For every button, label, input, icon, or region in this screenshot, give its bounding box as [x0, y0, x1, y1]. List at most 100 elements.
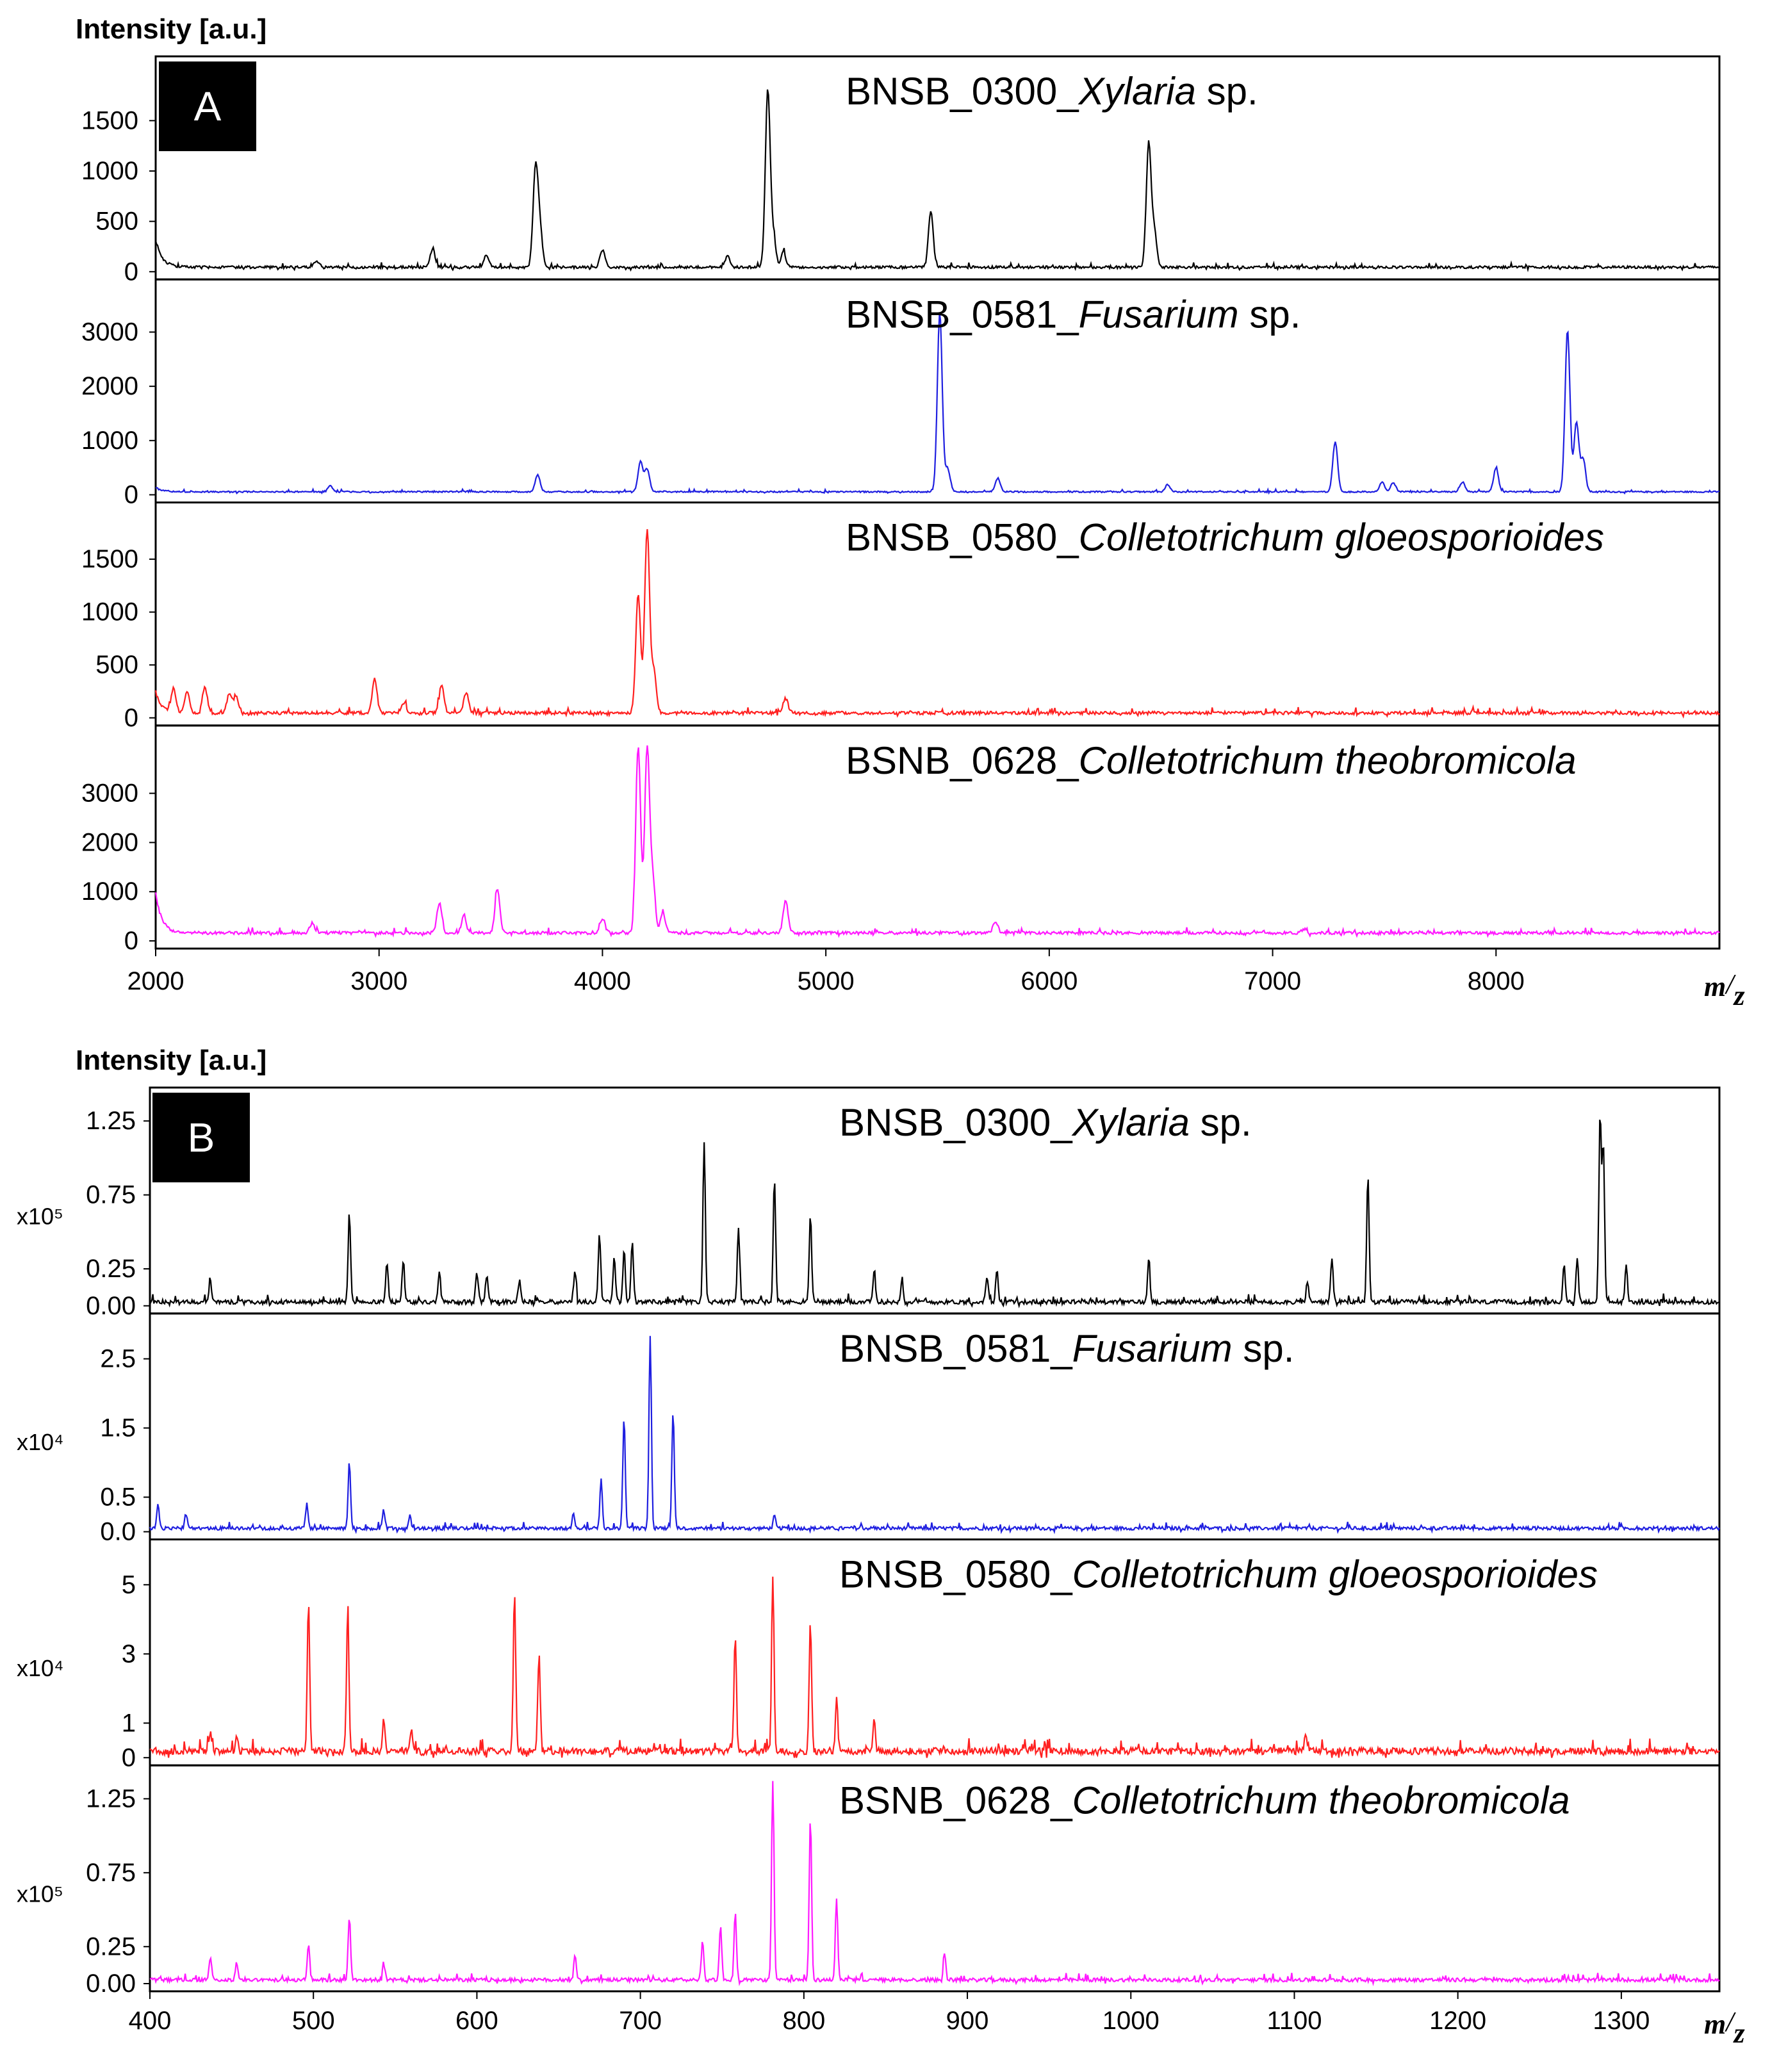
y-tick-label: 0 [122, 1743, 136, 1772]
y-tick-label: 1000 [81, 427, 138, 455]
x-axis-unit-m: m [1704, 2009, 1726, 2040]
spectrum-title-prefix: BNSB_0580_ [839, 1553, 1073, 1596]
spectrum-3: 0 1000 2000 3000 BSNB_0628_Colletotrichum th… [81, 724, 1721, 955]
spectrum-title-genus: Fusarium [1072, 1327, 1233, 1370]
y-scale-factor: x10⁵ [17, 1203, 63, 1229]
y-tick-label: 0.5 [100, 1483, 136, 1512]
y-tick-label: 1500 [81, 106, 138, 135]
spectrum-title: BNSB_0581_Fusarium sp. [846, 293, 1300, 336]
spectrum-title-prefix: BSNB_0628_ [846, 739, 1079, 782]
x-axis-unit: m/z [1704, 2006, 1745, 2049]
spectrum-frame [149, 1764, 1721, 1993]
x-tick-label: 900 [946, 2007, 989, 2035]
x-tick-label: 5000 [798, 967, 855, 995]
y-tick-label: 0.75 [86, 1859, 136, 1887]
panel-a: Intensity [a.u.] 0 500 1000 1500 BNSB_0300_Xy… [76, 13, 1745, 1011]
spectrum-trace [154, 529, 1720, 719]
spectrum-1: 0.0 0.5 1.5 2.5 x10⁴ BNSB_0581_Fusarium sp. [17, 1312, 1721, 1546]
x-tick-label: 3000 [350, 967, 407, 995]
y-tick-label: 1000 [81, 157, 138, 185]
x-axis-unit-z: z [1732, 980, 1744, 1011]
y-tick-label: 0.00 [86, 1292, 136, 1320]
x-tick-label: 600 [455, 2007, 498, 2035]
x-tick-label: 1300 [1593, 2007, 1650, 2035]
y-tick-label: 2.5 [100, 1345, 136, 1373]
spectrum-title: BSNB_0628_Colletotrichum theobromicola [846, 739, 1577, 782]
spectrum-trace [154, 89, 1720, 273]
spectrum-title: BSNB_0628_Colletotrichum theobromicola [839, 1779, 1570, 1822]
y-scale-factor: x10⁵ [17, 1881, 63, 1907]
y-tick-label: 2000 [81, 828, 138, 856]
y-tick-label: 1.25 [86, 1107, 136, 1135]
spectrum-title-prefix: BSNB_0628_ [839, 1779, 1073, 1822]
spectrum-title-prefix: BNSB_0300_ [839, 1101, 1073, 1144]
spectrum-2: 0 1 3 5 x10⁴ BNSB_0580_Colletotrichum gloeosp… [17, 1538, 1721, 1772]
spectrum-title-genus: Xylaria [1078, 70, 1196, 113]
spectrum-title-suffix: sp. [1190, 1101, 1252, 1144]
x-axis-unit-m: m [1704, 971, 1726, 1002]
spectrum-title: BNSB_0581_Fusarium sp. [839, 1327, 1294, 1370]
y-tick-label: 3000 [81, 318, 138, 346]
y-tick-label: 500 [95, 208, 138, 236]
spectrum-title: BNSB_0580_Colletotrichum gloeosporioides [839, 1553, 1598, 1596]
spectrum-title-prefix: BNSB_0581_ [839, 1327, 1073, 1370]
spectrum-title-genus: Xylaria [1071, 1101, 1190, 1144]
spectrum-title-prefix: BNSB_0581_ [846, 293, 1079, 336]
x-tick-label: 2000 [127, 967, 184, 995]
spectrum-3: 0.00 0.25 0.75 1.25 x10⁵ BSNB_0628_Colletotri… [17, 1764, 1721, 1998]
y-scale-factor: x10⁴ [17, 1429, 64, 1455]
y-tick-label: 1.5 [100, 1414, 136, 1442]
y-tick-label: 0 [124, 927, 138, 955]
spectrum-title: BNSB_0300_Xylaria sp. [846, 70, 1258, 113]
y-tick-label: 500 [95, 651, 138, 679]
y-tick-label: 0.25 [86, 1932, 136, 1961]
y-scale-factor: x10⁴ [17, 1655, 64, 1681]
x-tick-label: 1100 [1267, 2007, 1322, 2035]
x-axis-unit-slash: / [1724, 2006, 1736, 2037]
spectrum-trace [149, 1576, 1720, 1758]
spectrum-title-suffix: sp. [1233, 1327, 1295, 1370]
spectrum-title-genus: Fusarium [1079, 293, 1239, 336]
y-tick-label: 1.25 [86, 1784, 136, 1813]
x-tick-label: 7000 [1244, 967, 1301, 995]
spectrum-0: 0 500 1000 1500 BNSB_0300_Xylaria sp. [81, 55, 1721, 286]
y-tick-label: 0.00 [86, 1970, 136, 1998]
panel-letter: B [188, 1114, 215, 1161]
panel-letter: A [194, 83, 222, 129]
spectrum-2: 0 500 1000 1500 BNSB_0580_Colletotrichum glo… [81, 502, 1721, 732]
y-tick-label: 1000 [81, 598, 138, 626]
y-axis-label: Intensity [a.u.] [76, 13, 266, 45]
y-tick-label: 1000 [81, 877, 138, 906]
spectrum-trace [154, 745, 1720, 938]
panel-letter-badge [152, 1093, 250, 1182]
spectrum-trace [155, 313, 1720, 495]
y-tick-label: 5 [122, 1570, 136, 1599]
y-tick-label: 2000 [81, 372, 138, 400]
spectrum-trace [149, 1335, 1720, 1535]
spectrum-title-genus: Colletotrichum gloeosporioides [1072, 1553, 1598, 1596]
x-tick-label: 400 [129, 2007, 172, 2035]
panel-b: Intensity [a.u.]0.000.250.751.25x10⁵BNSB… [17, 1045, 1745, 2049]
y-tick-label: 0.0 [100, 1518, 136, 1546]
spectrum-frame [154, 724, 1721, 950]
spectrum-title-prefix: BNSB_0580_ [846, 516, 1079, 559]
x-tick-label: 4000 [574, 967, 631, 995]
y-tick-label: 3 [122, 1640, 136, 1668]
x-tick-label: 1000 [1103, 2007, 1160, 2035]
y-tick-label: 0 [124, 481, 138, 509]
x-tick-label: 6000 [1021, 967, 1078, 995]
spectrum-title-prefix: BNSB_0300_ [846, 70, 1079, 113]
spectrum-title-genus: Colletotrichum theobromicola [1072, 1779, 1570, 1822]
x-tick-label: 700 [619, 2007, 662, 2035]
x-axis-unit-z: z [1732, 2018, 1744, 2049]
spectrum-trace [149, 1781, 1720, 1987]
spectrum-title-genus: Colletotrichum theobromicola [1079, 739, 1577, 782]
spectrum-title-suffix: sp. [1196, 70, 1258, 113]
spectrum-title-suffix: sp. [1239, 293, 1301, 336]
x-tick-label: 1200 [1429, 2007, 1486, 2035]
spectrum-title-genus: Colletotrichum gloeosporioides [1079, 516, 1604, 559]
y-tick-label: 1 [122, 1709, 136, 1737]
panel-letter-badge [159, 61, 256, 151]
x-tick-label: 500 [292, 2007, 335, 2035]
spectrum-1: 0 1000 2000 3000 BNSB_0581_Fusarium sp. [81, 278, 1721, 509]
